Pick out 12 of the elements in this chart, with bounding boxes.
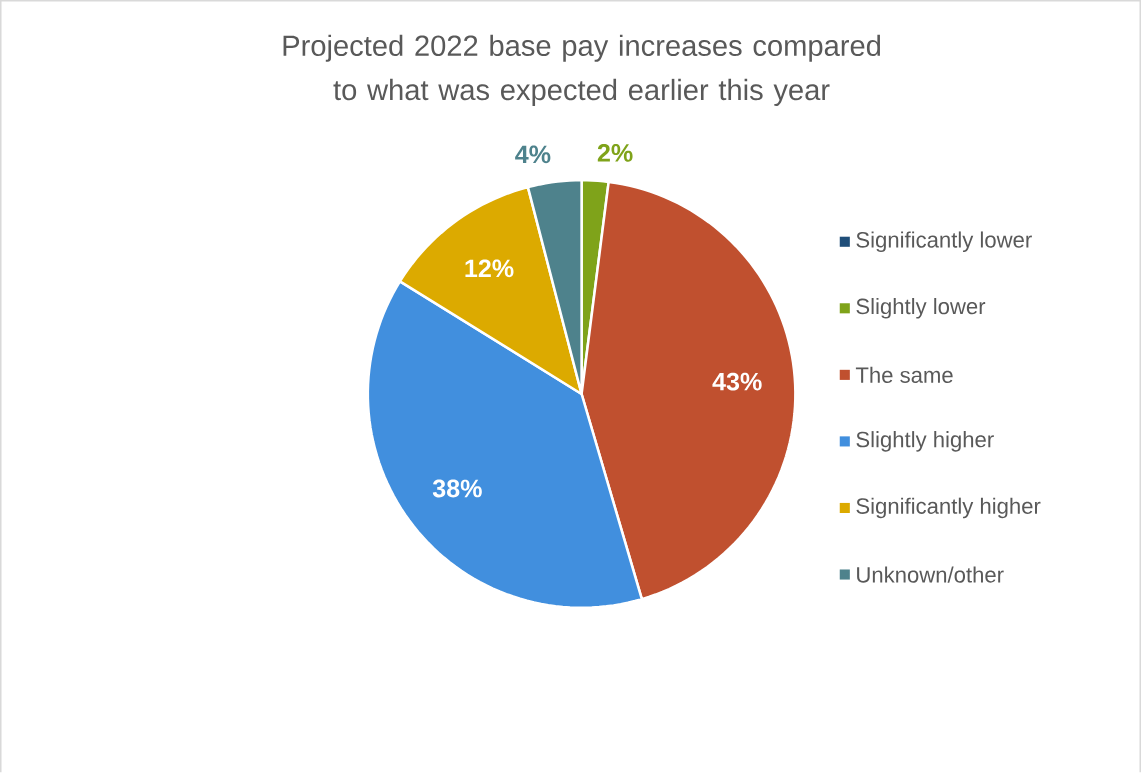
data-label: 38% — [432, 479, 482, 498]
legend-label: Slightly lower — [856, 298, 986, 319]
data-label: 43% — [712, 372, 762, 391]
legend-label: Significantly higher — [856, 497, 1041, 519]
legend-label: Unknown/other — [857, 566, 1004, 583]
legend-label: The same — [855, 366, 953, 384]
data-label: 2% — [597, 144, 633, 162]
legend-label: Significantly lower — [856, 231, 1032, 253]
chart-title: Projected 2022 base pay increases compared to what was expected earlier this year — [283, 34, 881, 107]
data-label: 4% — [515, 145, 551, 164]
data-label: 12% — [465, 259, 514, 278]
legend-label: Slightly higher — [856, 431, 994, 452]
